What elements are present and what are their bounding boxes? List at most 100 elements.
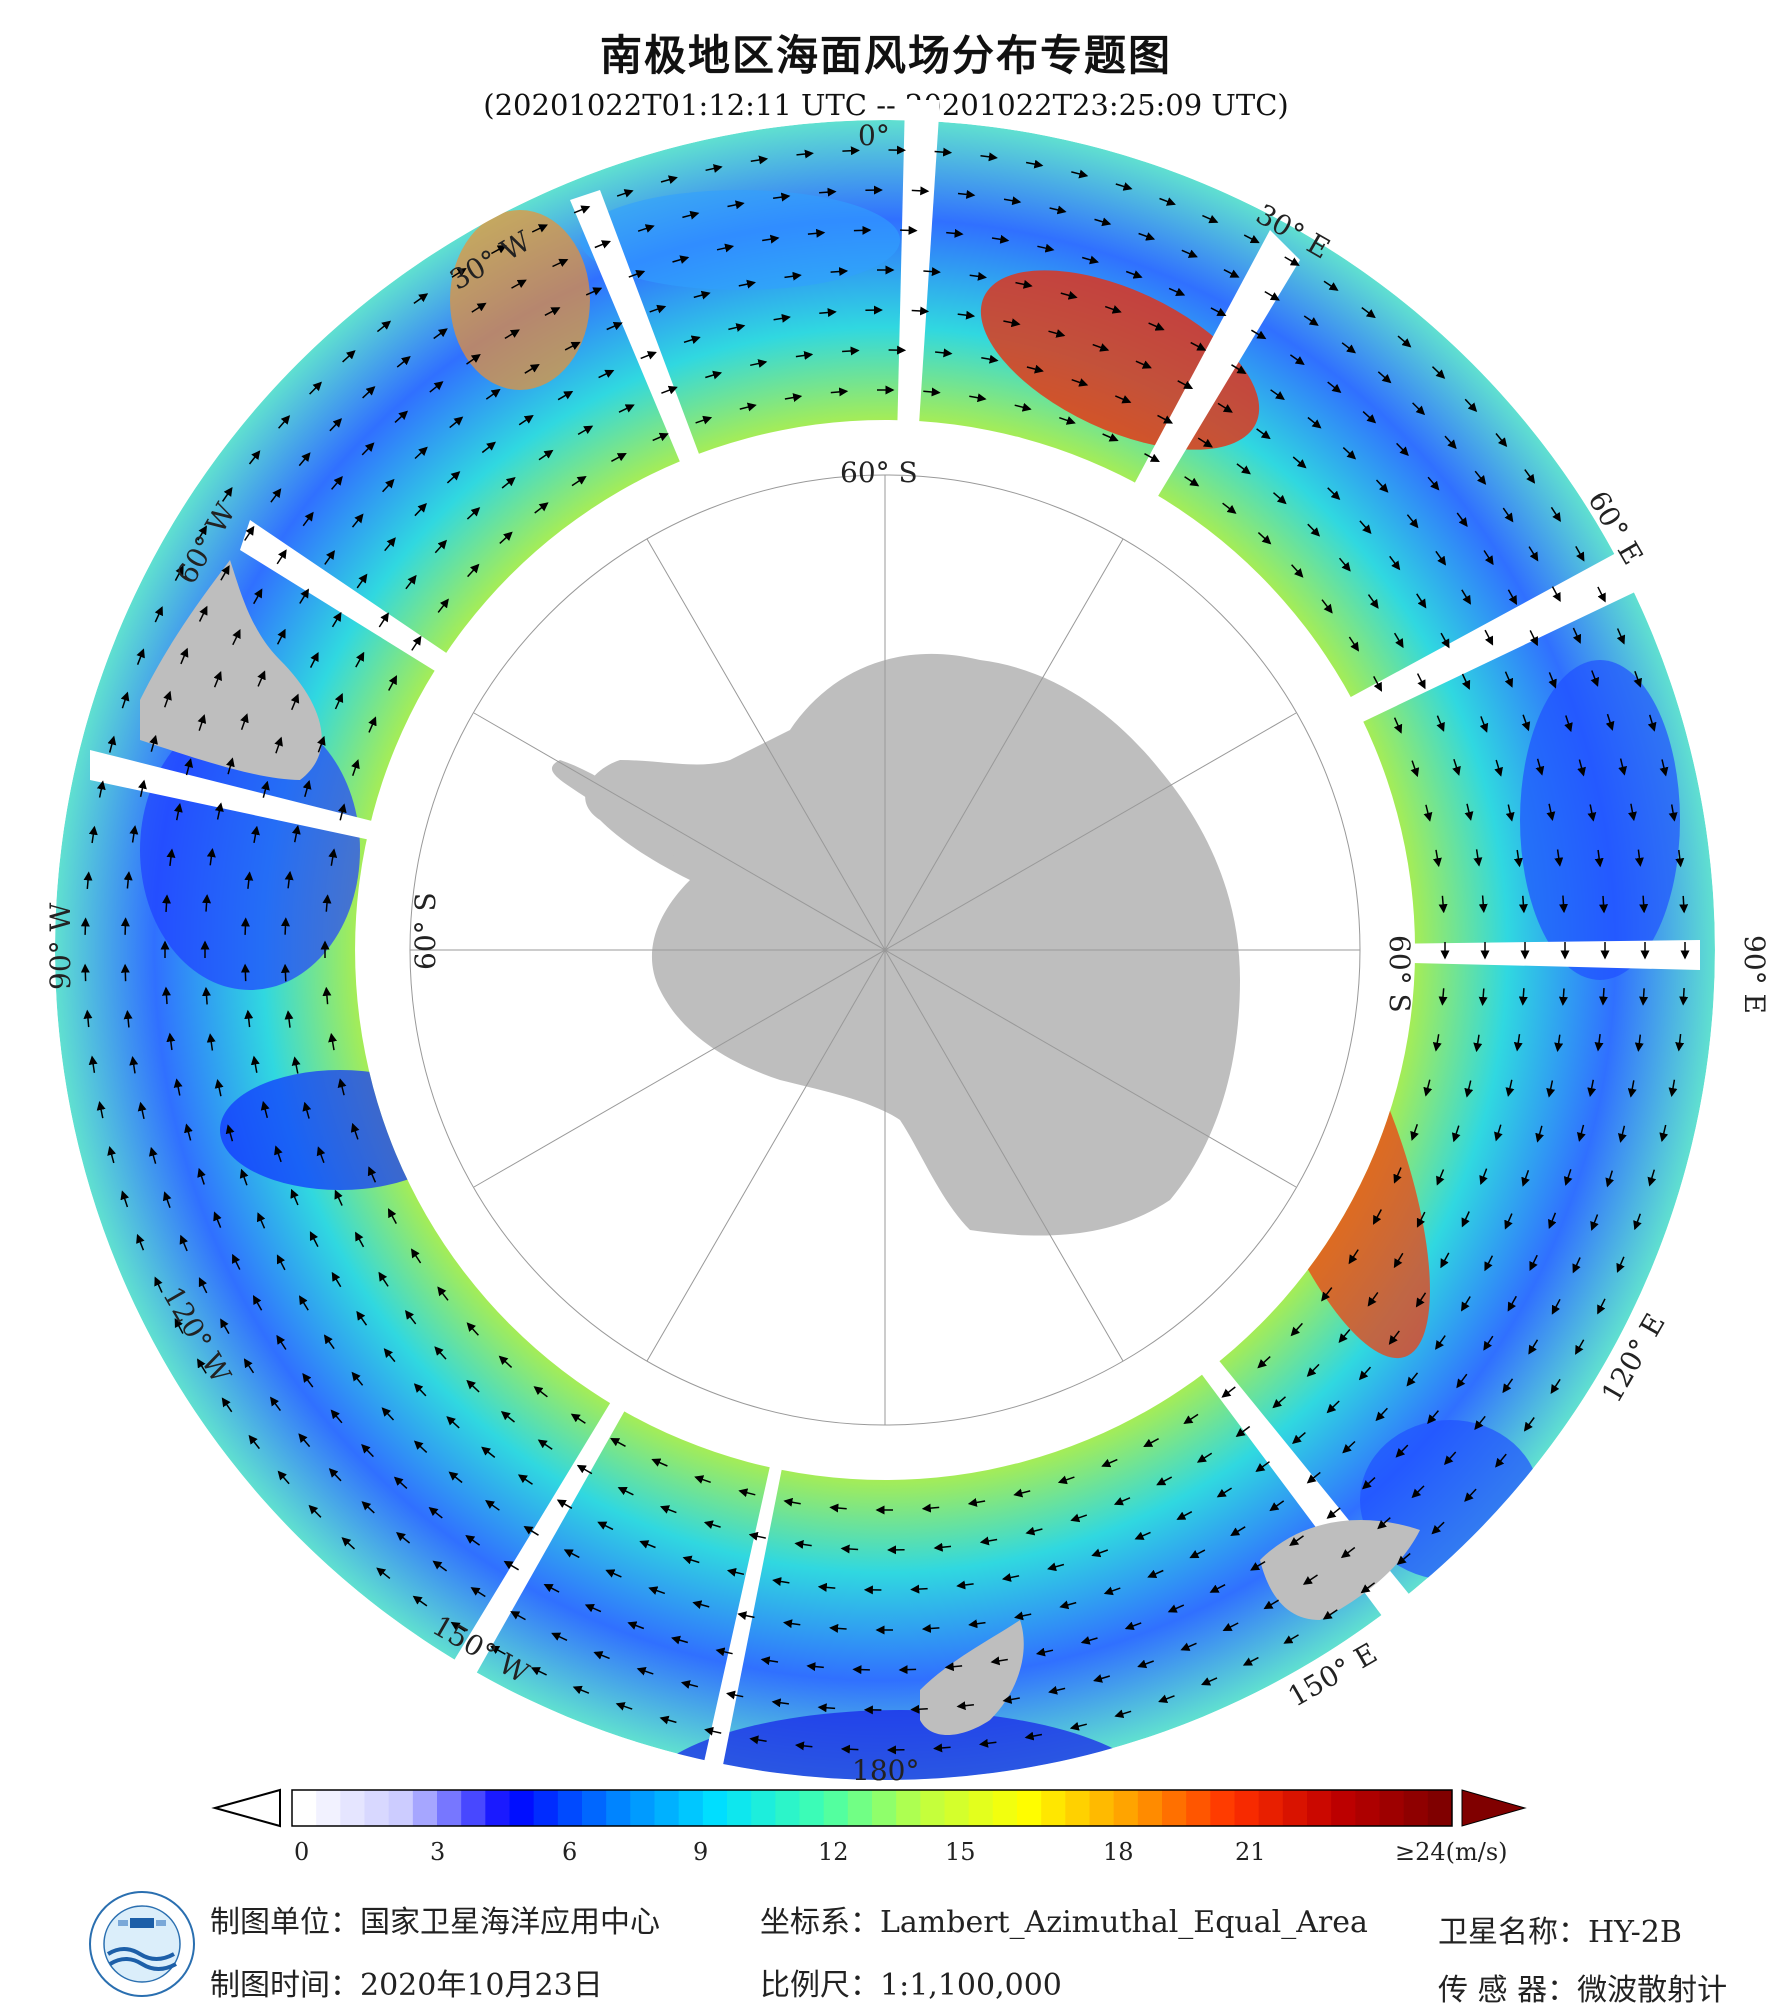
wind-arrow bbox=[900, 230, 916, 231]
colorbar-tick-18: 18 bbox=[1103, 1838, 1134, 1866]
colorbar-cell bbox=[292, 1790, 317, 1826]
wind-arrow bbox=[1603, 896, 1604, 912]
wind-arrow bbox=[125, 965, 126, 981]
wind-arrow bbox=[842, 1749, 858, 1750]
colorbar-cell bbox=[485, 1790, 510, 1826]
colorbar-low-arrow bbox=[215, 1790, 280, 1826]
colorbar-cell bbox=[824, 1790, 849, 1826]
colorbar-cell bbox=[872, 1790, 897, 1826]
wind-arrow bbox=[900, 1669, 916, 1670]
colorbar-cell bbox=[1017, 1790, 1042, 1826]
colorbar-tick-24: ≥24(m/s) bbox=[1395, 1838, 1508, 1866]
colorbar-cell bbox=[1138, 1790, 1163, 1826]
colorbar-cell bbox=[558, 1790, 583, 1826]
wind-arrow bbox=[85, 965, 86, 981]
colorbar-cell bbox=[461, 1790, 486, 1826]
colorbar-cell bbox=[679, 1790, 704, 1826]
colorbar-cell bbox=[389, 1790, 414, 1826]
wind-arrow bbox=[245, 965, 246, 981]
footer-date: 制图时间：2020年10月23日 bbox=[210, 1960, 603, 2004]
wind-arrow bbox=[125, 919, 126, 935]
lat-label-right: 60° S bbox=[1383, 935, 1416, 1013]
wind-arrow bbox=[912, 311, 928, 312]
colorbar-cell bbox=[1428, 1790, 1453, 1826]
wind-arrow bbox=[1603, 988, 1604, 1004]
wind-arrow bbox=[1683, 896, 1684, 912]
wind-arrow bbox=[912, 1709, 928, 1710]
colorbar-tick-6: 6 bbox=[562, 1838, 577, 1866]
antarctica-landmass bbox=[585, 654, 1240, 1236]
lon-label-90w: 90° W bbox=[44, 902, 77, 990]
colorbar-cell bbox=[630, 1790, 655, 1826]
colorbar-tick-9: 9 bbox=[693, 1838, 708, 1866]
colorbar-cell bbox=[1186, 1790, 1211, 1826]
wind-arrow bbox=[842, 150, 858, 151]
colorbar-cell bbox=[1331, 1790, 1356, 1826]
colorbar-cell bbox=[1235, 1790, 1260, 1826]
colorbar-tick-0: 0 bbox=[294, 1838, 309, 1866]
footer-satellite: 卫星名称：HY-2B bbox=[1438, 1907, 1682, 1951]
colorbar-tick-15: 15 bbox=[945, 1838, 976, 1866]
colorbar-cell bbox=[896, 1790, 921, 1826]
graticule bbox=[410, 475, 1360, 1425]
colorbar-cell bbox=[1355, 1790, 1380, 1826]
colorbar-cell bbox=[727, 1790, 752, 1826]
colorbar-cell bbox=[920, 1790, 945, 1826]
wind-arrow bbox=[166, 988, 167, 1004]
lon-label-0: 0° bbox=[858, 119, 890, 152]
wind-arrow bbox=[1683, 988, 1684, 1004]
colorbar-cell bbox=[534, 1790, 559, 1826]
wind-arrow bbox=[1643, 988, 1644, 1004]
colorbar-cell bbox=[413, 1790, 438, 1826]
colorbar-cell bbox=[510, 1790, 535, 1826]
colorbar-cell bbox=[1380, 1790, 1405, 1826]
wind-arrow bbox=[854, 230, 870, 231]
colorbar-high-arrow bbox=[1462, 1790, 1525, 1826]
lon-label-180: 180° bbox=[852, 1754, 919, 1787]
colorbar-cell bbox=[316, 1790, 341, 1826]
colorbar-tick-12: 12 bbox=[818, 1838, 849, 1866]
nsoas-logo-icon bbox=[82, 1888, 202, 2000]
colorbar-cell bbox=[751, 1790, 776, 1826]
colorbar-cell bbox=[1283, 1790, 1308, 1826]
wind-arrow bbox=[85, 919, 86, 935]
colorbar-cell bbox=[655, 1790, 680, 1826]
lat-label-top: 60° S bbox=[840, 456, 918, 489]
colorbar-cell bbox=[775, 1790, 800, 1826]
colorbar-cell bbox=[1307, 1790, 1332, 1826]
wind-arrow bbox=[854, 1669, 870, 1670]
colorbar-cell bbox=[993, 1790, 1018, 1826]
colorbar-cell bbox=[1041, 1790, 1066, 1826]
wind-arrow bbox=[912, 190, 928, 191]
colorbar-cell bbox=[1210, 1790, 1235, 1826]
colorbar-cell bbox=[969, 1790, 994, 1826]
colorbar-cell bbox=[1259, 1790, 1284, 1826]
colorbar-cell bbox=[1065, 1790, 1090, 1826]
wind-arrow bbox=[842, 351, 858, 352]
wind-arrow bbox=[285, 919, 286, 935]
colorbar-tick-21: 21 bbox=[1235, 1838, 1266, 1866]
colorbar-cell bbox=[365, 1790, 390, 1826]
colorbar-cell bbox=[582, 1790, 607, 1826]
colorbar-tick-3: 3 bbox=[430, 1838, 445, 1866]
colorbar-cell bbox=[1404, 1790, 1429, 1826]
colorbar-cell bbox=[1114, 1790, 1139, 1826]
wind-arrow bbox=[912, 1589, 928, 1590]
footer-sensor: 传 感 器：微波散射计 bbox=[1438, 1965, 1727, 2009]
colorbar: 0 3 6 9 12 15 18 21 ≥24(m/s) bbox=[215, 1790, 1525, 1866]
footer-crs: 坐标系：Lambert_Azimuthal_Equal_Area bbox=[760, 1897, 1368, 1941]
colorbar-cell bbox=[1090, 1790, 1115, 1826]
wind-arrow bbox=[285, 965, 286, 981]
colorbar-cell bbox=[848, 1790, 873, 1826]
colorbar-cell bbox=[340, 1790, 365, 1826]
colorbar-cell bbox=[703, 1790, 728, 1826]
footer-org: 制图单位：国家卫星海洋应用中心 bbox=[210, 1897, 660, 1941]
colorbar-cell bbox=[606, 1790, 631, 1826]
lon-label-90e: 90° E bbox=[1738, 935, 1771, 1014]
wind-arrow bbox=[166, 896, 167, 912]
wind-arrow bbox=[1643, 896, 1644, 912]
footer-scale: 比例尺：1:1,100,000 bbox=[760, 1960, 1062, 2004]
lat-label-left: 60° S bbox=[409, 892, 442, 970]
colorbar-cell bbox=[800, 1790, 825, 1826]
